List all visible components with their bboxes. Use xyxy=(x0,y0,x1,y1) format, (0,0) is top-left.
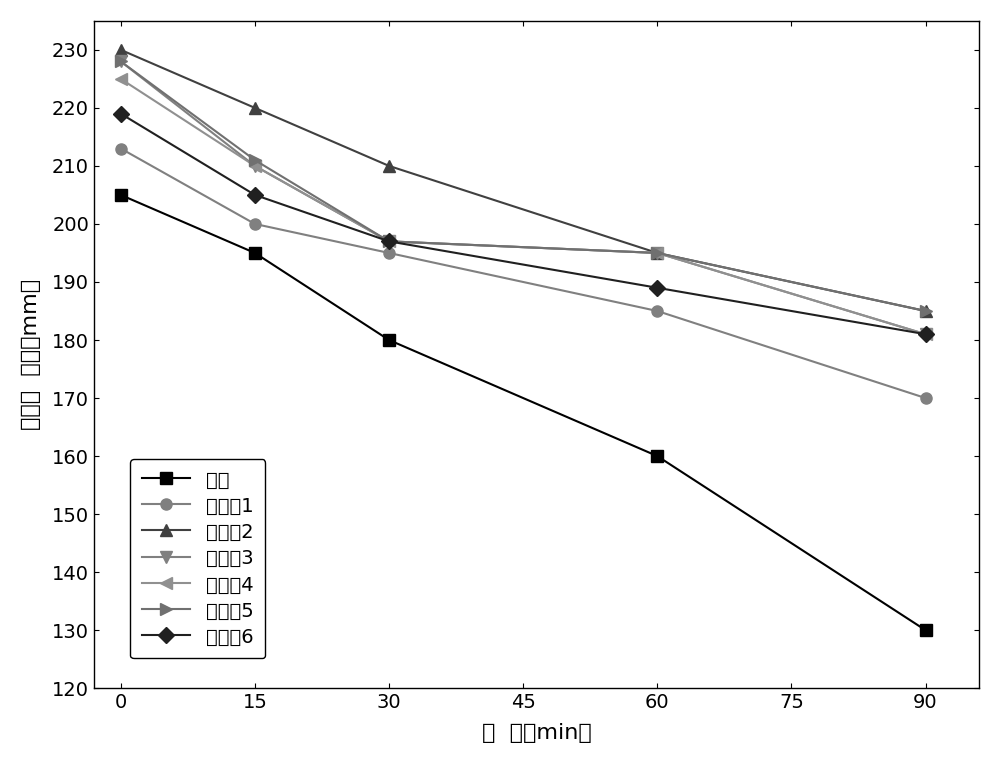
实施例6 xyxy=(651,283,663,293)
Line: 实施例3: 实施例3 xyxy=(115,55,932,341)
实施例1 xyxy=(383,248,395,257)
实施例1 xyxy=(651,306,663,316)
实施例4 xyxy=(920,329,932,338)
Line: 实施例2: 实施例2 xyxy=(115,44,932,317)
X-axis label: 时  间（min）: 时 间（min） xyxy=(482,724,591,743)
实施例1 xyxy=(920,393,932,403)
实施例5 xyxy=(249,156,261,165)
实施例5 xyxy=(920,306,932,316)
实施例3 xyxy=(115,57,127,66)
实施例6 xyxy=(383,237,395,246)
实施例3 xyxy=(383,237,395,246)
实施例3 xyxy=(249,161,261,170)
Line: 实施例5: 实施例5 xyxy=(115,55,932,317)
实施例5 xyxy=(115,57,127,66)
Legend: 基准, 实施例1, 实施例2, 实施例3, 实施例4, 实施例5, 实施例6: 基准, 实施例1, 实施例2, 实施例3, 实施例4, 实施例5, 实施例6 xyxy=(130,458,265,659)
实施例2 xyxy=(920,306,932,316)
实施例6 xyxy=(249,190,261,199)
实施例3 xyxy=(920,329,932,338)
Line: 基准: 基准 xyxy=(115,189,931,636)
实施例6 xyxy=(115,109,127,118)
实施例4 xyxy=(383,237,395,246)
Line: 实施例1: 实施例1 xyxy=(115,143,931,403)
Line: 实施例4: 实施例4 xyxy=(115,73,932,341)
实施例4 xyxy=(651,248,663,257)
实施例5 xyxy=(651,248,663,257)
实施例4 xyxy=(249,161,261,170)
实施例2 xyxy=(651,248,663,257)
实施例2 xyxy=(115,45,127,54)
基准 xyxy=(249,248,261,257)
实施例1 xyxy=(115,144,127,153)
基准 xyxy=(920,626,932,635)
基准 xyxy=(651,452,663,461)
Y-axis label: 净浆流  动度（mm）: 净浆流 动度（mm） xyxy=(21,279,41,430)
实施例2 xyxy=(249,103,261,112)
基准 xyxy=(115,190,127,199)
实施例5 xyxy=(383,237,395,246)
Line: 实施例6: 实施例6 xyxy=(115,108,931,340)
实施例3 xyxy=(651,248,663,257)
实施例2 xyxy=(383,161,395,170)
基准 xyxy=(383,335,395,345)
实施例6 xyxy=(920,329,932,338)
实施例1 xyxy=(249,219,261,228)
实施例4 xyxy=(115,74,127,83)
